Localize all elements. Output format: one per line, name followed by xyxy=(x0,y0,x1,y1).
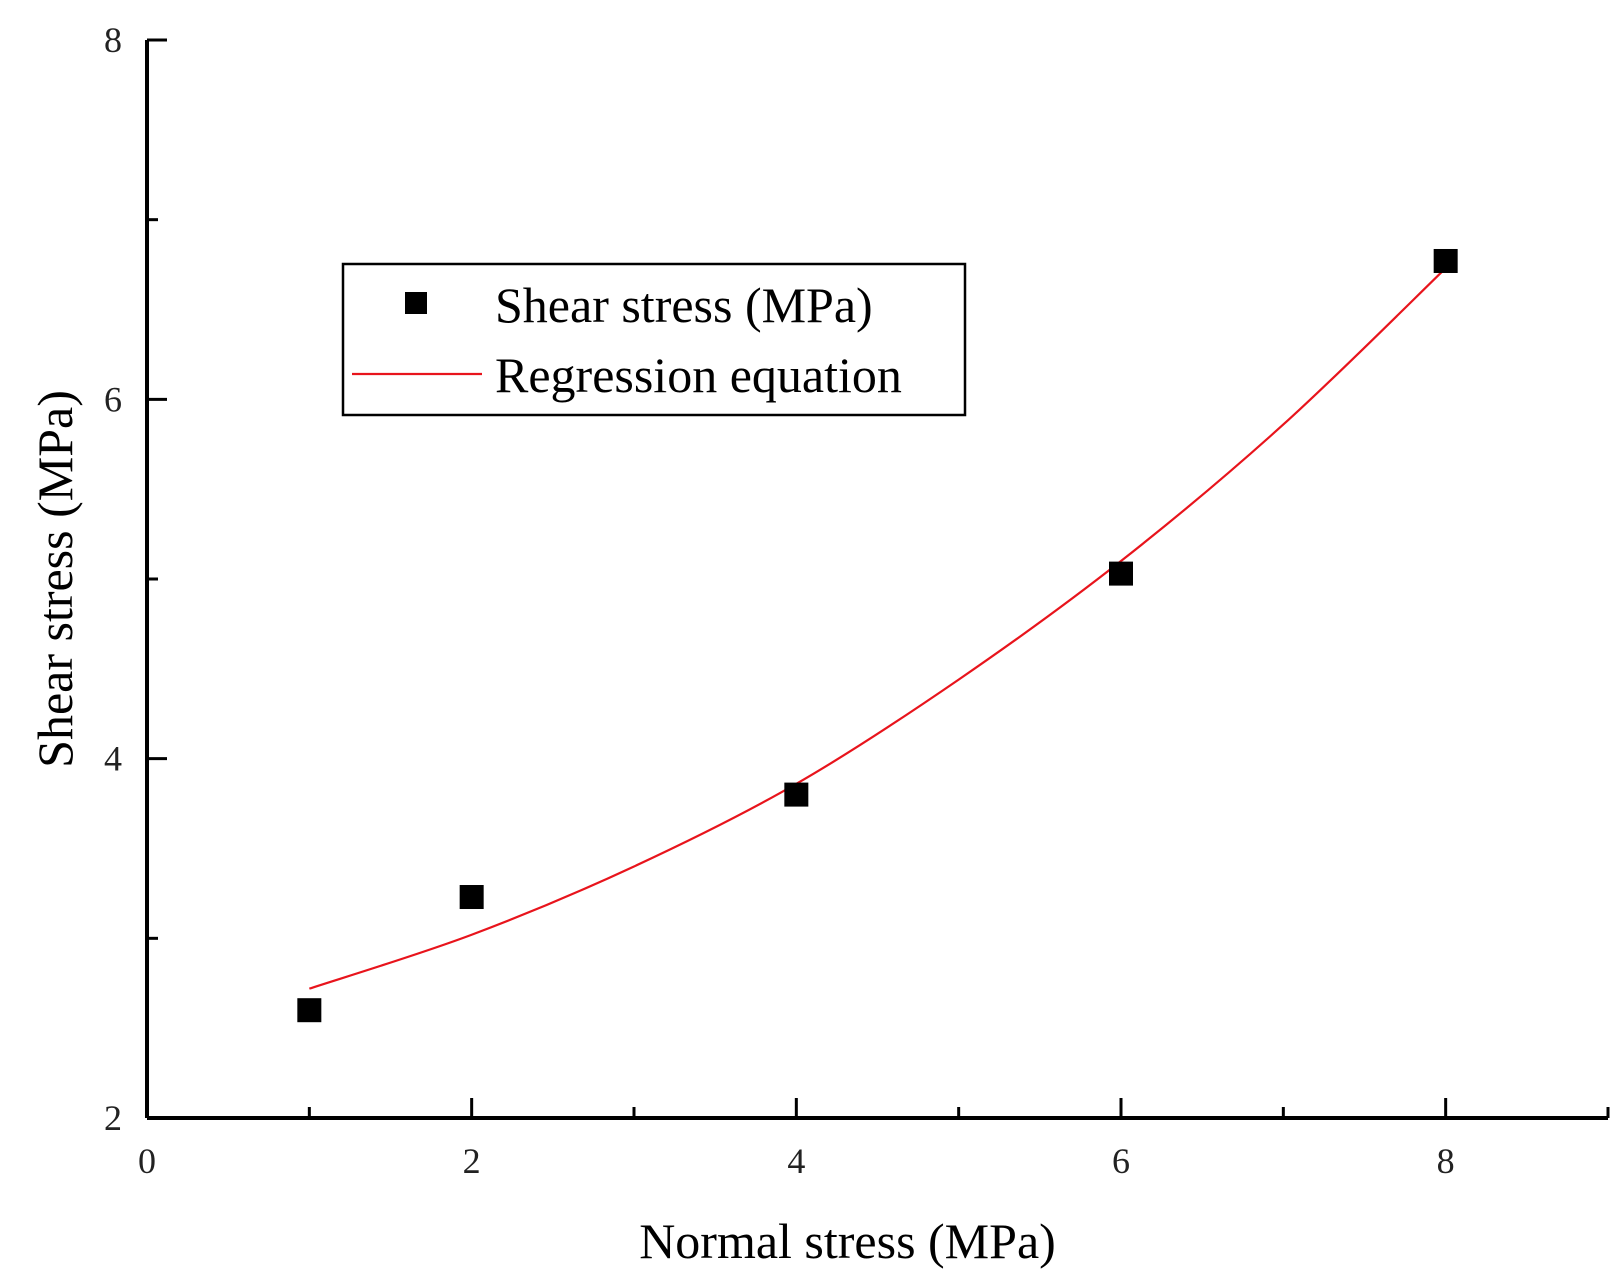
data-point-5 xyxy=(1433,248,1458,273)
x-tick-label-4: 4 xyxy=(787,1141,805,1181)
legend-label-shear-stress: Shear stress (MPa) xyxy=(495,277,873,333)
x-tick-label-0: 0 xyxy=(138,1141,156,1181)
y-tick-label-6: 6 xyxy=(104,379,122,419)
y-tick-label-2: 2 xyxy=(104,1098,122,1138)
data-point-3 xyxy=(784,782,809,807)
y-tick-label-4: 4 xyxy=(104,739,122,779)
legend: Shear stress (MPa) Regression equation xyxy=(341,262,967,417)
legend-label-regression: Regression equation xyxy=(495,347,902,403)
plot-area xyxy=(297,248,1458,1023)
data-point-2 xyxy=(459,885,484,910)
x-tick-label-6: 6 xyxy=(1112,1141,1130,1181)
data-point-4 xyxy=(1109,561,1133,586)
y-axis-title: Shear stress (MPa) xyxy=(27,390,83,768)
data-point-1 xyxy=(297,998,322,1023)
legend-marker-square xyxy=(405,292,427,314)
regression-curve xyxy=(308,267,1447,990)
x-tick-label-8: 8 xyxy=(1437,1141,1455,1181)
legend-box xyxy=(341,262,967,417)
x-axis-title: Normal stress (MPa) xyxy=(639,1213,1056,1269)
x-tick-label-2: 2 xyxy=(463,1141,481,1181)
y-tick-label-8: 8 xyxy=(104,20,122,60)
